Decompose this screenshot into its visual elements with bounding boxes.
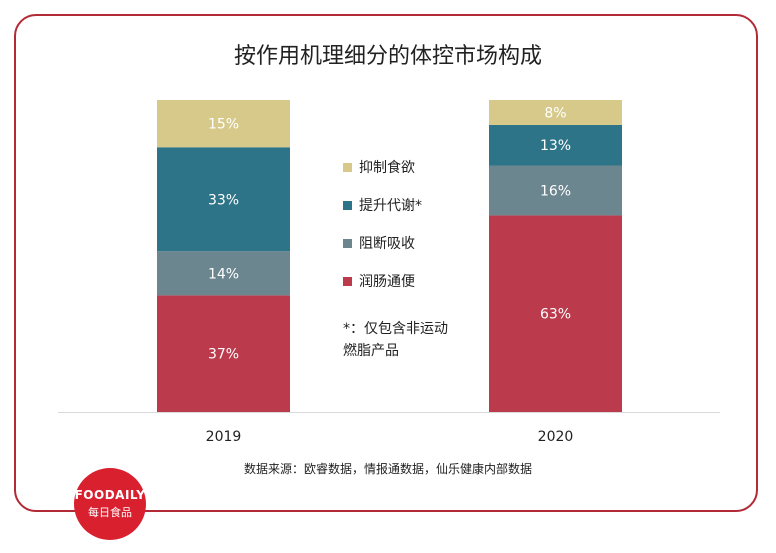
footnote-line-2: 燃脂产品 [343, 343, 399, 359]
legend-label-metabolism: 提升代谢* [359, 198, 422, 214]
bar-2020-series-0 [489, 215, 622, 412]
data-label-2019-series-1: 14% [208, 266, 239, 282]
legend-swatch-absorption [343, 238, 352, 248]
bar-2020-series-2 [489, 124, 622, 166]
footnote-line-1: *：仅包含非运动 [343, 321, 448, 337]
bar-2020-series-1 [489, 165, 622, 216]
data-label-2019-series-2: 33% [208, 192, 239, 208]
legend-item-appetite: 抑制食欲 [343, 148, 422, 186]
bar-2019-series-0 [157, 295, 290, 412]
bar-2019-series-3 [157, 100, 290, 148]
data-label-2020-series-0: 63% [540, 307, 571, 323]
data-label-2019-series-0: 37% [208, 347, 239, 363]
brand-logo: FOODAILY 每日食品 [74, 468, 146, 540]
chart-frame [14, 14, 758, 512]
footnote: *：仅包含非运动 燃脂产品 [343, 318, 483, 362]
data-label-2019-series-3: 15% [208, 117, 239, 133]
bar-2019-series-2 [157, 147, 290, 252]
data-label-2020-series-1: 16% [540, 183, 571, 199]
logo-subtitle: 每日食品 [88, 506, 132, 519]
chart-title: 按作用机理细分的体控市场构成 [233, 44, 542, 69]
bar-2019-series-1 [157, 251, 290, 296]
legend-swatch-laxative [343, 276, 352, 286]
data-label-2020-series-3: 8% [544, 105, 566, 121]
x-tick-label-2020: 2020 [538, 429, 574, 445]
logo-wordmark: FOODAILY [74, 488, 146, 502]
bar-2020-series-3 [489, 100, 622, 125]
legend-label-appetite: 抑制食欲 [359, 160, 415, 176]
legend-item-absorption: 阻断吸收 [343, 224, 422, 262]
legend-swatch-appetite [343, 162, 352, 172]
x-tick-label-2019: 2019 [206, 429, 242, 445]
data-label-2020-series-2: 13% [540, 138, 571, 154]
legend-label-laxative: 润肠通便 [359, 274, 415, 290]
legend-item-metabolism: 提升代谢* [343, 186, 422, 224]
legend-item-laxative: 润肠通便 [343, 262, 422, 300]
legend-label-absorption: 阻断吸收 [359, 236, 415, 252]
chart-legend: 抑制食欲 提升代谢* 阻断吸收 润肠通便 [343, 148, 422, 300]
legend-swatch-metabolism [343, 200, 352, 210]
data-source: 数据来源：欧睿数据，情报通数据，仙乐健康内部数据 [243, 462, 532, 476]
